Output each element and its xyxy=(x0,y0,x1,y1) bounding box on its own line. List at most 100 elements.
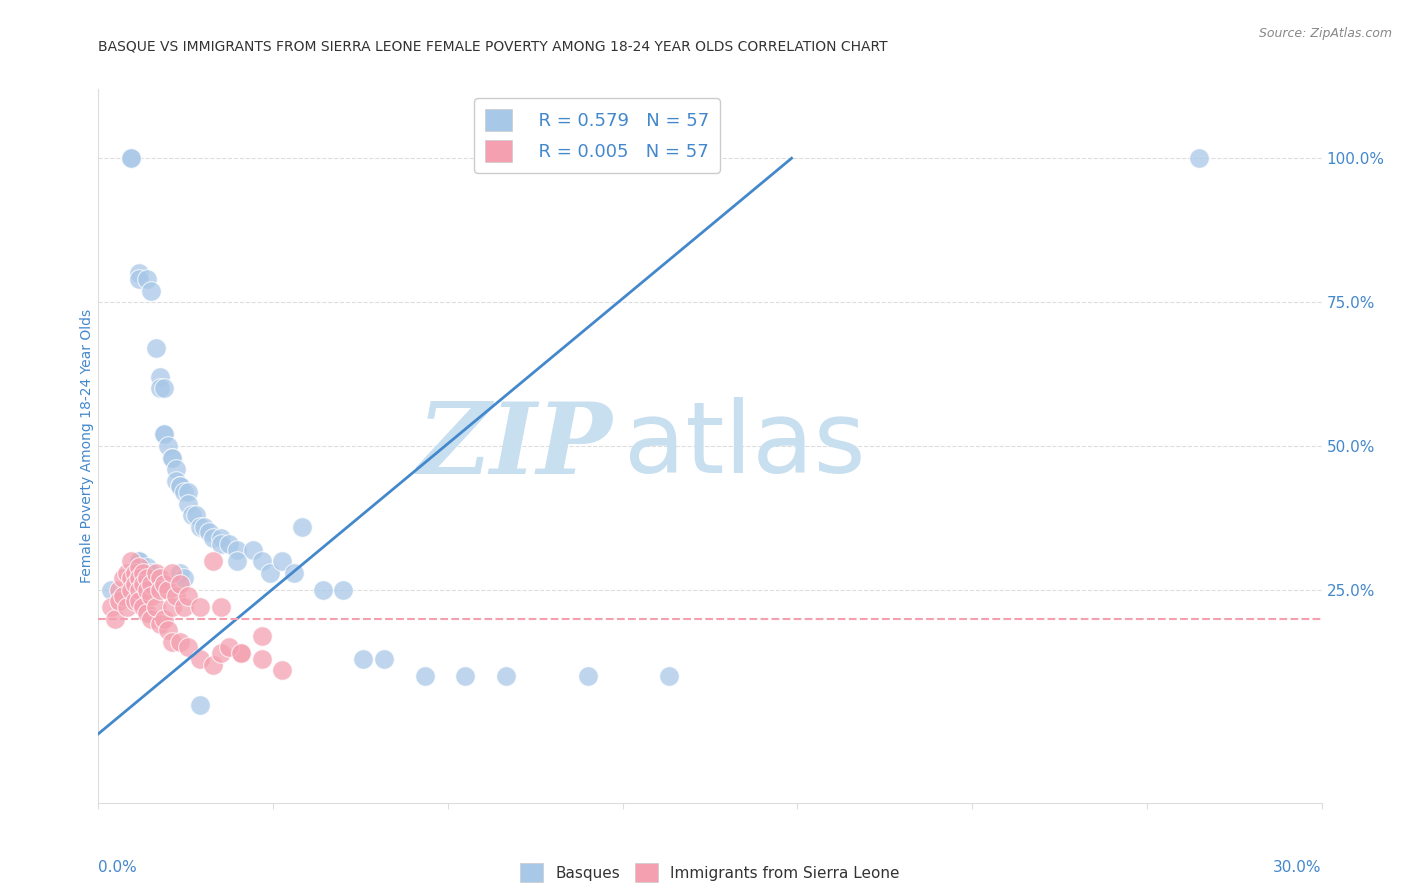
Point xyxy=(160,450,183,465)
Point xyxy=(145,600,167,615)
Point xyxy=(128,571,150,585)
Point xyxy=(576,669,599,683)
Point xyxy=(169,566,191,580)
Point xyxy=(373,652,395,666)
Point xyxy=(152,577,174,591)
Point xyxy=(201,531,224,545)
Point xyxy=(165,474,187,488)
Point xyxy=(100,582,122,597)
Point xyxy=(141,612,163,626)
Point xyxy=(209,537,232,551)
Point xyxy=(152,612,174,626)
Point xyxy=(120,582,142,597)
Point xyxy=(128,266,150,280)
Point xyxy=(156,623,179,637)
Y-axis label: Female Poverty Among 18-24 Year Olds: Female Poverty Among 18-24 Year Olds xyxy=(80,309,94,583)
Point xyxy=(141,566,163,580)
Point xyxy=(152,427,174,442)
Point xyxy=(165,589,187,603)
Point xyxy=(156,439,179,453)
Point xyxy=(115,566,138,580)
Point xyxy=(352,652,374,666)
Point xyxy=(111,571,134,585)
Point xyxy=(201,554,224,568)
Point xyxy=(209,646,232,660)
Point xyxy=(218,640,240,655)
Point xyxy=(152,427,174,442)
Point xyxy=(108,582,131,597)
Point xyxy=(173,571,195,585)
Point xyxy=(413,669,436,683)
Point xyxy=(145,341,167,355)
Point xyxy=(250,652,273,666)
Point xyxy=(231,646,253,660)
Point xyxy=(188,600,212,615)
Point xyxy=(188,652,212,666)
Point xyxy=(226,542,249,557)
Point xyxy=(242,542,264,557)
Legend: Basques, Immigrants from Sierra Leone: Basques, Immigrants from Sierra Leone xyxy=(515,857,905,888)
Point xyxy=(141,284,163,298)
Text: Source: ZipAtlas.com: Source: ZipAtlas.com xyxy=(1258,27,1392,40)
Point xyxy=(128,554,150,568)
Point xyxy=(120,571,142,585)
Point xyxy=(124,594,146,608)
Point xyxy=(108,594,131,608)
Point xyxy=(231,646,253,660)
Point xyxy=(169,479,191,493)
Point xyxy=(312,582,335,597)
Point xyxy=(209,600,232,615)
Point xyxy=(188,519,212,533)
Point xyxy=(149,617,172,632)
Point xyxy=(454,669,477,683)
Point xyxy=(128,554,150,568)
Point xyxy=(193,519,215,533)
Point xyxy=(141,589,163,603)
Point xyxy=(177,485,200,500)
Point xyxy=(181,508,204,522)
Point xyxy=(332,582,354,597)
Point xyxy=(177,640,200,655)
Point xyxy=(188,698,212,712)
Point xyxy=(173,485,195,500)
Point xyxy=(124,577,146,591)
Point xyxy=(169,634,191,648)
Point xyxy=(128,594,150,608)
Point xyxy=(132,577,155,591)
Point xyxy=(283,566,305,580)
Point xyxy=(152,381,174,395)
Point xyxy=(250,629,273,643)
Point xyxy=(160,634,183,648)
Text: BASQUE VS IMMIGRANTS FROM SIERRA LEONE FEMALE POVERTY AMONG 18-24 YEAR OLDS CORR: BASQUE VS IMMIGRANTS FROM SIERRA LEONE F… xyxy=(98,39,889,54)
Text: 0.0%: 0.0% xyxy=(98,860,138,875)
Point xyxy=(120,151,142,165)
Point xyxy=(100,600,122,615)
Point xyxy=(149,381,172,395)
Point xyxy=(173,600,195,615)
Point xyxy=(136,571,159,585)
Point xyxy=(141,577,163,591)
Point xyxy=(270,664,294,678)
Point xyxy=(218,537,240,551)
Point xyxy=(270,554,294,568)
Point xyxy=(132,600,155,615)
Point xyxy=(132,566,155,580)
Point xyxy=(115,600,138,615)
Point xyxy=(145,566,167,580)
Point xyxy=(177,589,200,603)
Point xyxy=(120,151,142,165)
Point xyxy=(136,559,159,574)
Text: 30.0%: 30.0% xyxy=(1274,860,1322,875)
Point xyxy=(186,508,208,522)
Point xyxy=(291,519,314,533)
Point xyxy=(165,462,187,476)
Point xyxy=(658,669,681,683)
Point xyxy=(177,497,200,511)
Point xyxy=(169,577,191,591)
Point xyxy=(201,657,224,672)
Point xyxy=(120,554,142,568)
Point xyxy=(149,582,172,597)
Point xyxy=(197,525,219,540)
Point xyxy=(128,582,150,597)
Point xyxy=(128,272,150,286)
